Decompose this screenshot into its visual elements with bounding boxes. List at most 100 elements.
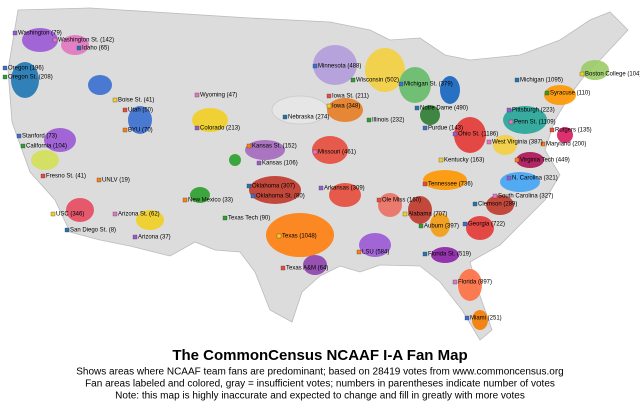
label-marker [246,143,252,149]
team-label: Nebraska (274) [288,115,329,121]
team-label: Wisconsin (502) [356,78,399,84]
label-marker [318,185,324,191]
label-marker [422,125,428,131]
team-label: Fresno St. (41) [46,174,86,180]
label-marker [122,127,128,133]
label-marker [486,139,492,145]
team-label: Rutgers (135) [555,128,592,134]
team-label: Washington St. (142) [58,38,114,44]
team-label: Miami (251) [470,316,502,322]
team-label: Virginia Tech (449) [520,158,570,164]
team-label: Clemson (289) [478,202,517,208]
team-label: Arizona (37) [138,235,171,241]
team-label: San Diego St. (8) [70,228,116,234]
label-marker [246,183,252,189]
label-marker [514,157,520,163]
label-marker [96,177,102,183]
team-label: Iowa (348) [332,104,360,110]
team-label: Michigan (1095) [520,78,563,84]
label-marker [402,211,408,217]
us-outline [7,7,629,341]
label-marker [194,92,200,98]
label-marker [326,103,332,109]
team-label: Texas A&M (64) [286,266,328,272]
team-label: Purdue (143) [428,126,463,132]
team-label: Stanford (73) [22,134,57,140]
label-marker [414,105,420,111]
label-marker [366,117,372,123]
label-marker [132,234,138,240]
team-label: USC (346) [56,212,84,218]
caption-line: Shows areas where NCAAF team fans are pr… [76,367,563,378]
team-label: Tennessee (736) [428,182,473,188]
label-marker [544,90,550,96]
team-label: Iowa St. (211) [332,94,369,100]
team-label: Oklahoma St. (80) [256,194,305,200]
team-label: Washington (79) [18,31,62,37]
label-marker [472,201,478,207]
label-marker [514,77,520,83]
team-label: Florida (897) [458,280,492,286]
team-label: Utah (50) [128,108,153,114]
label-marker [492,193,498,199]
team-label: Oregon St. (208) [8,75,53,81]
label-marker [182,197,188,203]
map-title: The CommonCensus NCAAF I-A Fan Map [172,347,467,364]
label-marker [16,133,22,139]
caption-line: Fan areas labeled and colored, gray = in… [85,379,555,390]
team-label: New Mexico (33) [188,198,233,204]
team-label: Syracuse (110) [550,91,590,97]
label-marker [376,197,382,203]
team-label: Alabama (707) [408,212,447,218]
team-label: LSU (584) [362,250,389,256]
team-label: Arkansas (309) [324,186,365,192]
label-marker [312,149,318,155]
team-label: UNLV (19) [102,178,130,184]
team-label: Oregon (196) [8,66,44,72]
label-marker [508,119,514,125]
label-marker [549,127,555,133]
label-marker [356,249,362,255]
label-marker [52,37,58,43]
team-label: Notre Dame (490) [420,106,468,112]
team-label: Texas (1048) [282,234,317,240]
label-marker [122,107,128,113]
team-label: Arizona St. (62) [118,212,160,218]
label-marker [452,131,458,137]
team-label: West Virginia (387) [492,140,543,146]
label-marker [112,211,118,217]
team-label: California (104) [26,144,67,150]
team-label: Minnesota (488) [318,64,361,70]
label-marker [2,65,8,71]
team-label: Boston College (104) [585,72,640,78]
label-marker [506,107,512,113]
team-label: Kentucky (163) [444,158,484,164]
fan-areas [11,28,609,330]
team-label: Oklahoma (307) [252,184,295,190]
label-marker [422,251,428,257]
team-label: Michigan St. (379) [404,82,453,88]
team-label: Florida St. (519) [428,252,471,258]
team-label: Colorado (213) [200,126,240,132]
label-marker [112,97,118,103]
team-label: Maryland (200) [546,142,586,148]
team-label: South Carolina (327) [498,194,553,200]
label-marker [194,125,200,131]
label-marker [20,143,26,149]
team-label: Georgia (722) [468,222,505,228]
team-label: Pittsburgh (223) [512,108,555,114]
team-label: Ohio St. (1186) [458,132,498,138]
team-label: Auburn (397) [424,224,459,230]
team-label: Kansas St. (152) [252,144,297,150]
team-label: Wyoming (47) [200,93,237,99]
label-marker [222,215,228,221]
team-label: Illinois (232) [372,118,404,124]
label-marker [76,45,82,51]
label-marker [276,233,282,239]
label-marker [64,227,70,233]
label-marker [326,93,332,99]
label-marker [312,63,318,69]
label-marker [2,74,8,80]
caption-line: Note: this map is highly inaccurate and … [115,391,525,402]
